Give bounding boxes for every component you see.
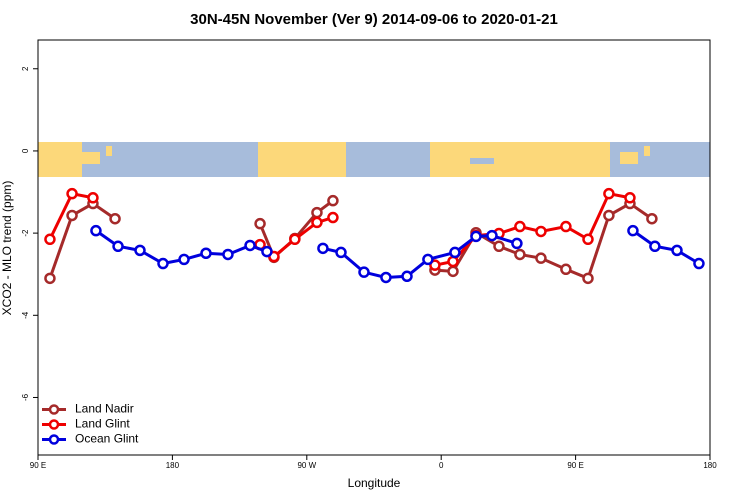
point xyxy=(380,271,392,284)
map-band xyxy=(38,142,710,177)
point xyxy=(327,194,339,207)
point xyxy=(470,230,482,243)
point xyxy=(627,224,639,237)
x-axis-label: Longitude xyxy=(348,476,401,490)
legend-marker xyxy=(48,434,60,445)
point xyxy=(401,270,413,283)
point xyxy=(449,246,461,259)
series-line xyxy=(632,229,700,265)
point xyxy=(358,266,370,278)
point xyxy=(422,253,434,266)
legend-label: Ocean Glint xyxy=(75,432,139,446)
point xyxy=(646,212,658,225)
point xyxy=(582,233,594,246)
y-tick-label: 2 xyxy=(21,66,30,71)
point xyxy=(87,192,99,204)
point xyxy=(157,257,169,270)
point xyxy=(66,209,78,222)
x-tick-label: 90 E xyxy=(30,461,46,470)
point xyxy=(311,216,323,229)
point xyxy=(134,244,146,257)
point xyxy=(582,272,594,285)
y-tick-label: -6 xyxy=(21,393,30,401)
point xyxy=(200,247,212,260)
point xyxy=(90,224,102,237)
point xyxy=(109,212,121,225)
point xyxy=(335,246,347,259)
series-line xyxy=(322,234,518,280)
point xyxy=(535,252,547,264)
point xyxy=(447,255,459,268)
point xyxy=(493,240,505,253)
point xyxy=(327,211,339,224)
y-tick-label: 0 xyxy=(21,148,30,153)
point xyxy=(44,233,56,246)
legend-label: Land Nadir xyxy=(75,402,134,416)
legend-marker xyxy=(48,419,60,430)
point xyxy=(311,206,323,219)
point xyxy=(603,187,615,200)
point xyxy=(112,240,124,253)
series-line xyxy=(434,191,631,267)
point xyxy=(447,265,459,278)
x-tick-label: 180 xyxy=(166,461,180,470)
y-axis-label: XCO2 - MLO trend (ppm) xyxy=(0,181,14,316)
plot-frame xyxy=(37,39,711,456)
series-line xyxy=(434,201,653,281)
point xyxy=(244,239,256,252)
point xyxy=(511,237,523,250)
legend-marker xyxy=(48,404,60,415)
point xyxy=(514,248,526,261)
chart-title: 30N-45N November (Ver 9) 2014-09-06 to 2… xyxy=(190,11,558,28)
point xyxy=(649,240,661,253)
point xyxy=(535,225,547,238)
legend-label: Land Glint xyxy=(75,417,130,431)
point xyxy=(317,242,329,255)
point xyxy=(514,220,526,233)
point xyxy=(624,192,636,204)
point xyxy=(261,245,273,258)
point xyxy=(486,229,498,242)
x-tick-label: 90 E xyxy=(567,461,583,470)
point xyxy=(66,187,78,200)
point xyxy=(429,259,441,271)
point xyxy=(603,209,615,222)
point xyxy=(178,253,190,266)
point xyxy=(44,272,56,285)
point xyxy=(289,233,301,246)
point xyxy=(254,217,266,230)
point xyxy=(693,257,705,270)
y-tick-label: -2 xyxy=(21,229,30,237)
y-tick-label: -4 xyxy=(21,311,30,319)
point xyxy=(560,263,572,276)
x-tick-label: 180 xyxy=(703,461,717,470)
point xyxy=(671,244,683,257)
point xyxy=(222,248,234,261)
series-line xyxy=(48,201,116,279)
x-tick-label: 0 xyxy=(439,461,444,470)
x-tick-label: 90 W xyxy=(297,461,316,470)
point xyxy=(560,220,572,233)
